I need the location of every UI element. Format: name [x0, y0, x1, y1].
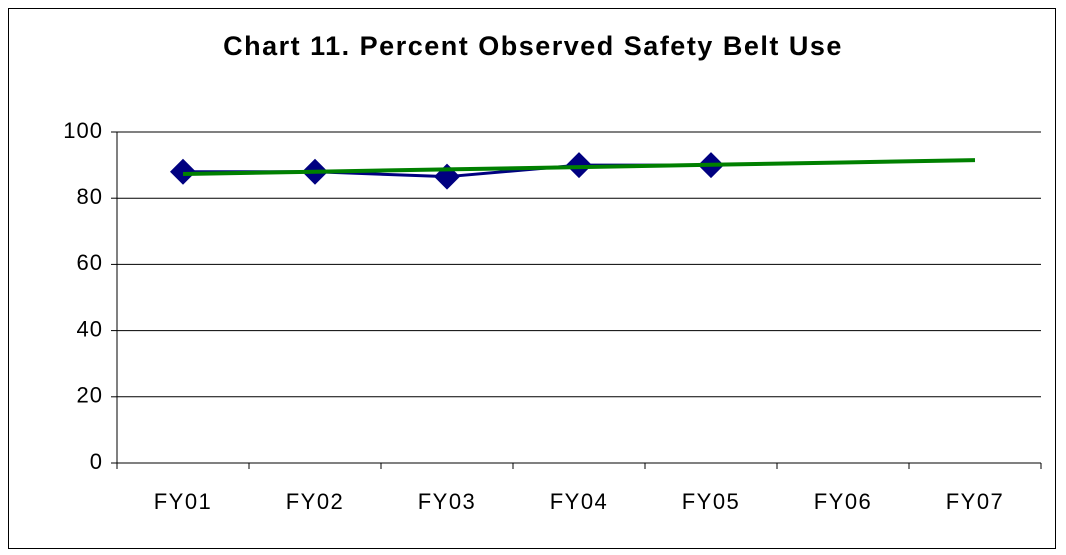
y-tick-label: 60: [77, 250, 103, 275]
x-tick-label: FY03: [418, 489, 477, 514]
y-tick-label: 20: [77, 383, 103, 408]
x-tick-label: FY06: [814, 489, 873, 514]
x-tick-label: FY07: [946, 489, 1005, 514]
x-tick-label: FY02: [286, 489, 345, 514]
x-tick-label: FY01: [154, 489, 213, 514]
x-tick-label: FY05: [682, 489, 741, 514]
y-tick-label: 0: [90, 449, 103, 474]
series-line: [182, 158, 976, 177]
y-tick-label: 80: [77, 184, 103, 209]
x-tick-label: FY04: [550, 489, 609, 514]
marker: [170, 158, 196, 185]
chart-frame: [8, 8, 1056, 549]
y-tick-label: 40: [77, 316, 103, 341]
chart-title: Chart 11. Percent Observed Safety Belt U…: [223, 31, 843, 61]
y-tick-label: 100: [63, 118, 103, 143]
